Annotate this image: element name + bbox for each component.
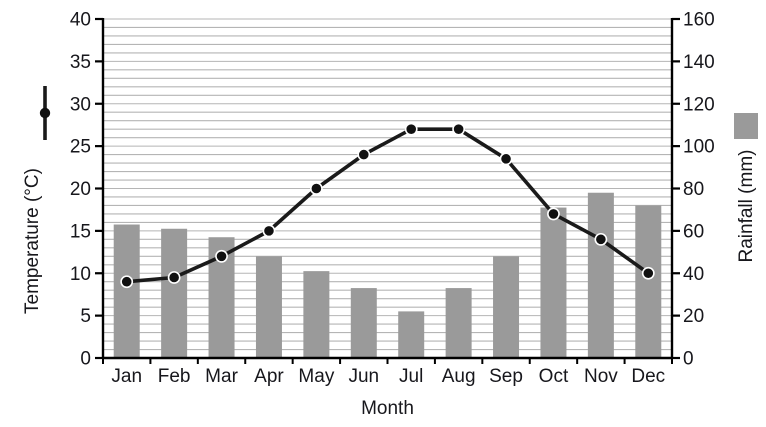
rainfall-bar [303, 271, 330, 358]
month-label: Aug [442, 366, 476, 387]
month-label: Oct [539, 366, 569, 387]
right-axis-tick-label: 120 [683, 94, 715, 115]
month-label: Jan [111, 366, 142, 387]
month-label: Dec [631, 366, 665, 387]
month-label: Feb [158, 366, 191, 387]
right-axis-tick-label: 160 [683, 10, 715, 31]
month-label: Nov [584, 366, 618, 387]
left-axis-tick-label: 25 [70, 137, 91, 158]
temperature-point [215, 249, 228, 263]
left-axis-tick-label: 35 [70, 52, 91, 73]
temperature-line-legend-icon [39, 86, 51, 140]
temperature-point [357, 148, 371, 161]
temperature-point [452, 122, 466, 136]
left-axis-tick-label: 5 [80, 306, 91, 327]
temperature-point [499, 152, 513, 166]
temperature-point [404, 122, 418, 136]
temperature-line [126, 127, 650, 284]
temperature-point [641, 266, 655, 280]
rainfall-bar [635, 205, 662, 358]
rainfall-bar [540, 207, 567, 358]
month-label: Mar [205, 366, 238, 387]
right-axis-tick-label: 20 [683, 306, 704, 327]
temperature-point [594, 232, 608, 246]
month-label: Apr [254, 366, 284, 387]
temperature-point [262, 224, 276, 238]
left-axis-tick-label: 10 [70, 264, 91, 285]
left-axis-tick-label: 0 [80, 349, 91, 370]
left-axis-tick-label: 30 [70, 94, 91, 115]
right-axis-tick-label: 140 [683, 52, 715, 73]
temperature-point [167, 271, 181, 284]
month-label: Jun [348, 366, 379, 387]
rainfall-bar [113, 224, 140, 358]
temperature-point [547, 207, 560, 221]
right-axis-tick-label: 60 [683, 221, 704, 242]
left-axis-tick-label: 40 [70, 10, 91, 31]
rainfall-bar [398, 311, 425, 358]
left-axis-tick-label: 20 [70, 179, 91, 200]
right-axis-tick-label: 80 [683, 179, 704, 200]
month-label: Jul [399, 366, 423, 387]
right-axis-tick-label: 0 [683, 349, 694, 370]
temperature-point [120, 275, 134, 289]
x-axis-title: Month [361, 398, 414, 419]
rainfall-bar [255, 256, 282, 358]
left-axis-tick-label: 15 [70, 221, 91, 242]
right-axis-tick-label: 100 [683, 137, 715, 158]
rainfall-bar [161, 228, 188, 358]
rainfall-bar [587, 192, 614, 358]
rainfall-bar [445, 288, 472, 358]
temperature-point [309, 182, 323, 195]
month-label: Sep [489, 366, 523, 387]
rainfall-bar [493, 256, 520, 358]
rainfall-bar [350, 288, 377, 358]
right-axis-tick-label: 40 [683, 264, 704, 285]
month-label: May [298, 366, 334, 387]
rainfall-bar-legend-icon [734, 113, 758, 139]
